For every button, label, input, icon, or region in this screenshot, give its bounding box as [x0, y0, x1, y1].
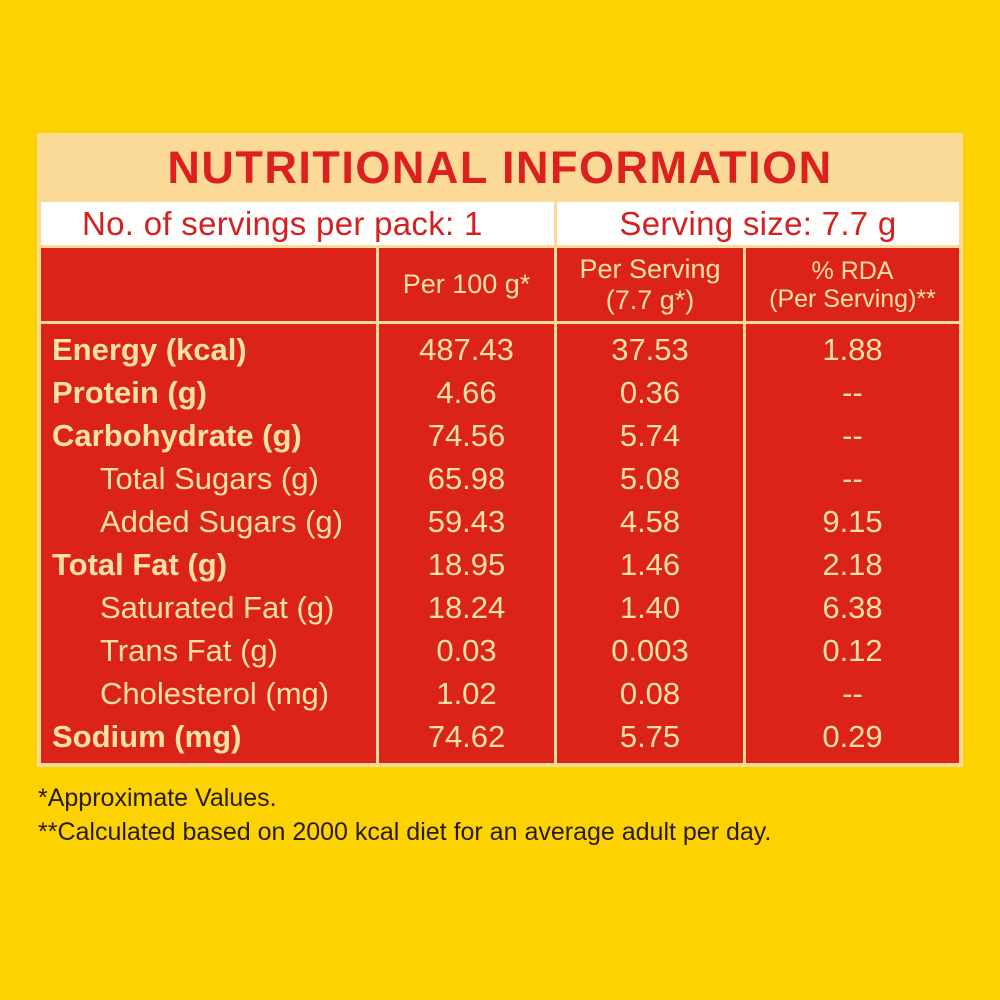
header-per-serving-line1: Per Serving — [579, 253, 721, 284]
nutrition-panel: NUTRITIONAL INFORMATION No. of servings … — [37, 133, 963, 767]
header-per-serving-line2: (7.7 g*) — [605, 284, 695, 315]
value-rda: 6.38 — [822, 590, 883, 625]
header-per-100g: Per 100 g* — [379, 248, 554, 321]
nutrient-label: Sodium (mg) — [52, 719, 242, 754]
servings-per-pack: No. of servings per pack: 1 — [41, 202, 554, 245]
header-rda-line1: % RDA — [811, 256, 894, 285]
value-per-100g: 74.62 — [427, 719, 506, 754]
body-col-per-serving — [557, 324, 743, 763]
value-rda: 0.29 — [822, 719, 883, 754]
value-rda: 1.88 — [822, 332, 883, 367]
value-rda: -- — [842, 461, 863, 496]
nutrient-label: Cholesterol (mg) — [100, 676, 330, 711]
nutrient-label: Added Sugars (g) — [100, 504, 343, 539]
nutrient-label: Trans Fat (g) — [100, 633, 278, 668]
header-per-serving: Per Serving (7.7 g*) — [557, 248, 743, 321]
header-per-100g-label: Per 100 g* — [402, 269, 531, 299]
value-per-100g: 65.98 — [427, 461, 506, 496]
value-rda: -- — [842, 676, 863, 711]
header-blank-cell — [41, 248, 376, 321]
nutrient-label: Total Fat (g) — [52, 547, 228, 582]
value-per-serving: 5.75 — [619, 719, 681, 754]
serving-size: Serving size: 7.7 g — [557, 202, 959, 245]
value-rda: -- — [842, 418, 863, 453]
value-rda: 2.18 — [822, 547, 883, 582]
value-per-serving: 0.003 — [611, 633, 689, 668]
nutrient-label: Saturated Fat (g) — [100, 590, 335, 625]
value-per-serving: 1.40 — [619, 590, 681, 625]
value-rda: 0.12 — [822, 633, 883, 668]
value-per-serving: 0.36 — [619, 375, 681, 410]
nutrient-label: Total Sugars (g) — [100, 461, 319, 496]
value-per-serving: 37.53 — [611, 332, 689, 367]
nutrient-label: Energy (kcal) — [52, 332, 247, 367]
value-per-serving: 1.46 — [619, 547, 681, 582]
value-per-serving: 0.08 — [619, 676, 681, 711]
header-rda-line2: (Per Serving)** — [769, 284, 936, 313]
value-per-100g: 18.24 — [427, 590, 506, 625]
value-per-100g: 74.56 — [427, 418, 506, 453]
footnote-calculated: **Calculated based on 2000 kcal diet for… — [38, 818, 772, 846]
body-col-per-100g — [379, 324, 554, 763]
value-per-100g: 18.95 — [427, 547, 506, 582]
footnote-approx: *Approximate Values. — [38, 784, 277, 812]
panel-title: NUTRITIONAL INFORMATION — [167, 142, 833, 193]
body-col-labels — [41, 324, 376, 763]
value-per-100g: 59.43 — [427, 504, 506, 539]
value-rda: -- — [842, 375, 863, 410]
value-rda: 9.15 — [822, 504, 883, 539]
value-per-100g: 4.66 — [436, 375, 497, 410]
value-per-serving: 5.74 — [619, 418, 681, 453]
nutrient-label: Protein (g) — [52, 375, 207, 410]
value-per-100g: 0.03 — [436, 633, 497, 668]
header-rda: % RDA (Per Serving)** — [746, 248, 959, 321]
value-per-100g: 1.02 — [436, 676, 497, 711]
nutrient-label: Carbohydrate (g) — [52, 418, 302, 453]
value-per-100g: 487.43 — [419, 332, 514, 367]
value-per-serving: 4.58 — [619, 504, 681, 539]
body-col-rda — [746, 324, 959, 763]
value-per-serving: 5.08 — [619, 461, 681, 496]
